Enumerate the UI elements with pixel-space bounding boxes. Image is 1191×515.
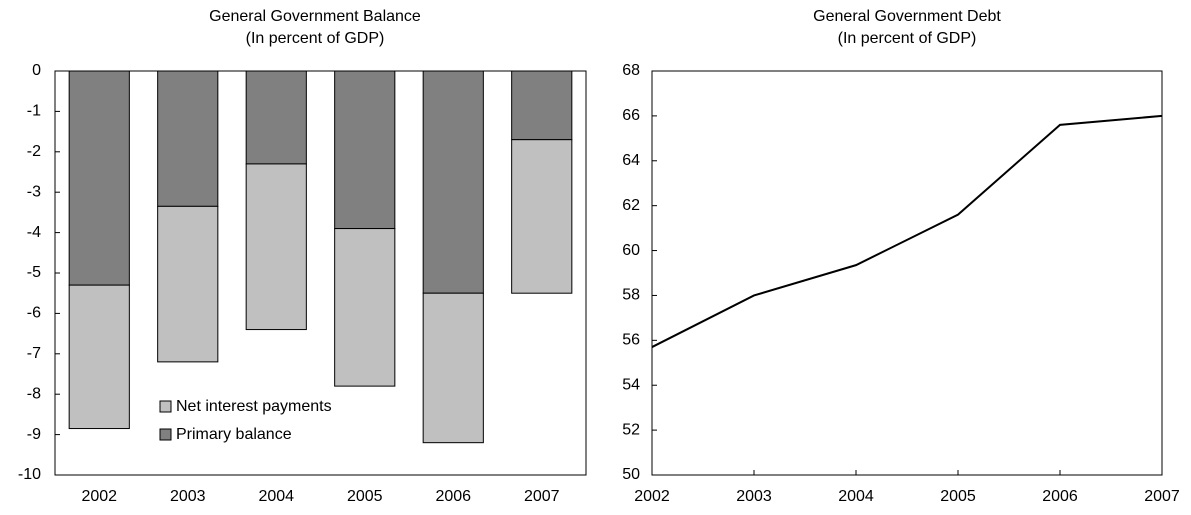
bar — [334, 228, 396, 387]
y-tick-label: 66 — [622, 107, 640, 124]
y-tick-label: 50 — [622, 466, 640, 483]
chart-subtitle: (In percent of GDP) — [838, 30, 977, 47]
bar — [68, 70, 130, 286]
x-tick-label: 2004 — [258, 488, 294, 505]
bar — [245, 163, 307, 331]
y-tick-label: 52 — [622, 421, 640, 438]
x-tick-label: 2003 — [170, 488, 206, 505]
y-tick-label: -2 — [27, 143, 41, 160]
legend-swatch — [159, 400, 172, 413]
chart-subtitle: (In percent of GDP) — [246, 30, 385, 47]
y-tick-label: -6 — [27, 305, 41, 322]
y-tick-label: -1 — [27, 103, 41, 120]
y-tick-label: -8 — [27, 385, 41, 402]
bar — [334, 70, 396, 230]
x-tick-label: 2006 — [435, 488, 471, 505]
y-tick-label: 68 — [622, 62, 640, 79]
bar — [422, 70, 484, 294]
bar — [157, 70, 219, 207]
legend-label: Net interest payments — [176, 398, 332, 415]
y-tick-label: 54 — [622, 376, 640, 393]
y-tick-label: -4 — [27, 224, 41, 241]
y-tick-label: 64 — [622, 152, 640, 169]
x-tick-label: 2007 — [1144, 488, 1180, 505]
y-tick-label: -5 — [27, 264, 41, 281]
x-tick-label: 2005 — [347, 488, 383, 505]
x-tick-label: 2005 — [940, 488, 976, 505]
y-tick-label: 58 — [622, 287, 640, 304]
y-tick-label: 0 — [32, 62, 41, 79]
x-tick-label: 2002 — [634, 488, 670, 505]
bar — [511, 70, 573, 141]
bar — [245, 70, 307, 165]
x-tick-label: 2006 — [1042, 488, 1078, 505]
y-tick-label: -3 — [27, 183, 41, 200]
y-tick-label: 60 — [622, 242, 640, 259]
bar — [511, 139, 573, 294]
x-tick-label: 2007 — [524, 488, 560, 505]
legend-label: Primary balance — [176, 426, 292, 443]
y-tick-label: -9 — [27, 426, 41, 443]
line — [651, 114, 1163, 348]
bar — [157, 205, 219, 363]
chart-title: General Government Debt — [813, 8, 1001, 25]
x-tick-label: 2003 — [736, 488, 772, 505]
x-tick-label: 2002 — [81, 488, 117, 505]
x-tick-label: 2004 — [838, 488, 874, 505]
y-tick-label: 62 — [622, 197, 640, 214]
plot-frame — [651, 70, 1163, 476]
y-tick-label: -7 — [27, 345, 41, 362]
chart-title: General Government Balance — [209, 8, 421, 25]
legend-swatch — [159, 428, 172, 441]
bar — [68, 284, 130, 430]
y-tick-label: 56 — [622, 332, 640, 349]
y-tick-label: -10 — [18, 466, 41, 483]
bar — [422, 292, 484, 444]
